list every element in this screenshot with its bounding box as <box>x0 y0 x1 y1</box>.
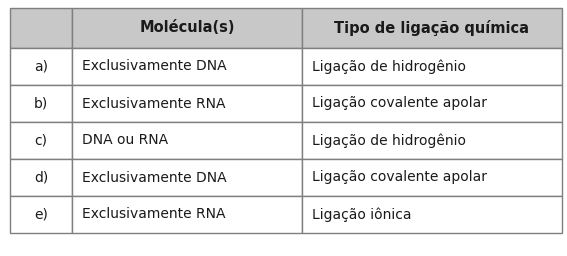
Text: e): e) <box>34 208 48 221</box>
Bar <box>72 48 302 85</box>
Bar <box>72 159 302 196</box>
Bar <box>72 85 302 122</box>
Text: Exclusivamente RNA: Exclusivamente RNA <box>82 97 226 111</box>
Text: Ligação covalente apolar: Ligação covalente apolar <box>312 170 487 185</box>
Bar <box>10 159 72 196</box>
Bar <box>10 196 72 233</box>
Text: a): a) <box>34 59 48 73</box>
Text: Ligação de hidrogênio: Ligação de hidrogênio <box>312 133 466 148</box>
Bar <box>72 196 302 233</box>
Text: Ligação covalente apolar: Ligação covalente apolar <box>312 97 487 111</box>
Bar <box>10 85 72 122</box>
Bar <box>302 196 562 233</box>
Text: Exclusivamente RNA: Exclusivamente RNA <box>82 208 226 221</box>
Text: Exclusivamente DNA: Exclusivamente DNA <box>82 170 227 185</box>
Text: Exclusivamente DNA: Exclusivamente DNA <box>82 59 227 73</box>
Bar <box>10 8 72 48</box>
Text: Tipo de ligação química: Tipo de ligação química <box>335 20 530 36</box>
Text: b): b) <box>34 97 48 111</box>
Bar <box>302 48 562 85</box>
Text: Ligação iônica: Ligação iônica <box>312 207 412 222</box>
Text: DNA ou RNA: DNA ou RNA <box>82 133 168 147</box>
Text: Ligação de hidrogênio: Ligação de hidrogênio <box>312 59 466 74</box>
Bar <box>302 85 562 122</box>
Bar <box>10 122 72 159</box>
Text: c): c) <box>35 133 48 147</box>
Bar <box>72 8 302 48</box>
Bar <box>302 122 562 159</box>
Text: d): d) <box>34 170 48 185</box>
Bar <box>302 8 562 48</box>
Bar <box>72 122 302 159</box>
Text: Molécula(s): Molécula(s) <box>139 20 235 36</box>
Bar <box>10 48 72 85</box>
Bar <box>302 159 562 196</box>
